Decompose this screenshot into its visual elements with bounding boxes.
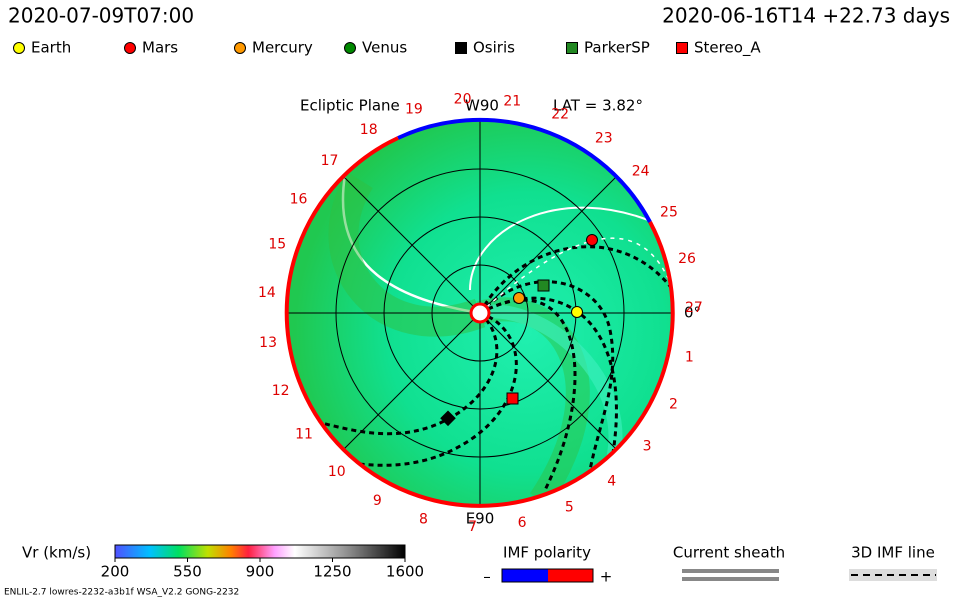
sector-label: 9: [373, 493, 382, 509]
colorbar-tick-label: 1600: [386, 563, 424, 581]
sector-label: 22: [551, 107, 569, 123]
e90-label: E90: [466, 510, 495, 528]
legend: Earth Mars Mercury Venus Osiris ParkerSP Stere…: [13, 39, 761, 58]
sector-label: 11: [295, 427, 313, 443]
colorbar-tick-label: 1250: [313, 563, 351, 581]
sector-label: 17: [321, 153, 339, 169]
sector-label: 8: [419, 511, 428, 527]
legend-label: ParkerSP: [584, 39, 650, 57]
legend-label: Mars: [142, 39, 178, 57]
zero-label: 0°: [684, 304, 701, 322]
sector-label: 15: [268, 237, 286, 253]
imf-line-label: 3D IMF line: [851, 544, 935, 562]
sector-label: 16: [290, 192, 308, 208]
legend-marker: [455, 42, 467, 54]
polarity-positive: [548, 569, 593, 582]
sector-label: 19: [405, 101, 423, 117]
colorbar-tick-label: 200: [101, 563, 130, 581]
sector-label: 18: [360, 122, 378, 138]
lat-label: LAT = 3.82°: [553, 97, 643, 115]
sector-label: 12: [272, 383, 290, 399]
polarity-minus: –: [483, 568, 491, 586]
rim-positive: [397, 117, 652, 223]
current-sheath: [469, 206, 661, 291]
legend-marker: [344, 42, 356, 54]
earth: [571, 306, 583, 318]
plot: Ecliptic Plane W90 E90 0° LAT = 3.82° 12…: [258, 92, 703, 535]
plot-title: Ecliptic Plane: [300, 97, 400, 115]
legend-marker: [234, 42, 246, 54]
colorbar-label: Vr (km/s): [22, 544, 91, 562]
slow-wind: [328, 172, 486, 337]
sector-label: 26: [678, 251, 696, 267]
mars: [586, 234, 598, 246]
mercury: [513, 292, 525, 304]
colorbar-ticks: 200 550 900 1250 1600: [101, 558, 424, 581]
sector-label: 6: [518, 515, 527, 531]
sector-label: 24: [632, 164, 650, 180]
stereo-a: [506, 392, 519, 405]
sector-label: 20: [454, 92, 472, 108]
polarity-negative: [502, 569, 548, 582]
header-date: 2020-07-09T07:00: [8, 4, 194, 28]
colorbar-tick-label: 550: [173, 563, 202, 581]
w90-label: W90: [465, 97, 499, 115]
sector-label: 7: [468, 519, 477, 535]
legend-label: Mercury: [252, 39, 313, 57]
legend-marker: [124, 42, 136, 54]
footer: ENLIL-2.7 lowres-2232-a3b1f WSA_V2.2 GON…: [4, 588, 239, 598]
rim-negative: [284, 136, 675, 508]
sector-label: 10: [328, 464, 346, 480]
legend-label: Earth: [31, 39, 71, 57]
parker-sp: [537, 279, 550, 292]
current-sheath-label: Current sheath: [673, 544, 785, 562]
sheath-line: [682, 569, 779, 573]
sector-label: 13: [259, 335, 277, 351]
legend-marker: [566, 42, 578, 54]
colorbar: [114, 544, 406, 559]
header-run: 2020-06-16T14 +22.73 days: [662, 4, 950, 28]
sector-label: 5: [565, 499, 574, 515]
legend-label: Osiris: [473, 39, 515, 57]
sector-label: 27: [685, 300, 703, 316]
sector-label: 14: [258, 285, 276, 301]
osiris: [440, 410, 456, 427]
sector-label: 3: [643, 439, 652, 455]
legend-marker: [676, 42, 688, 54]
legend-marker: [13, 42, 25, 54]
legend-label: Venus: [362, 39, 407, 57]
sheath-line: [682, 577, 779, 581]
sector-label: 23: [595, 130, 613, 146]
sector-label: 21: [503, 93, 521, 109]
sector-label: 2: [669, 397, 678, 413]
sector-label: 4: [607, 474, 616, 490]
imf-polarity-label: IMF polarity: [503, 544, 591, 562]
colorbar-tick-label: 900: [246, 563, 275, 581]
sector-label: 1: [685, 349, 694, 365]
sector-label: 25: [660, 205, 678, 221]
polarity-plus: +: [600, 568, 613, 586]
sun: [469, 302, 491, 324]
legend-label: Stereo_A: [694, 39, 761, 58]
polarity-box: [501, 568, 594, 583]
